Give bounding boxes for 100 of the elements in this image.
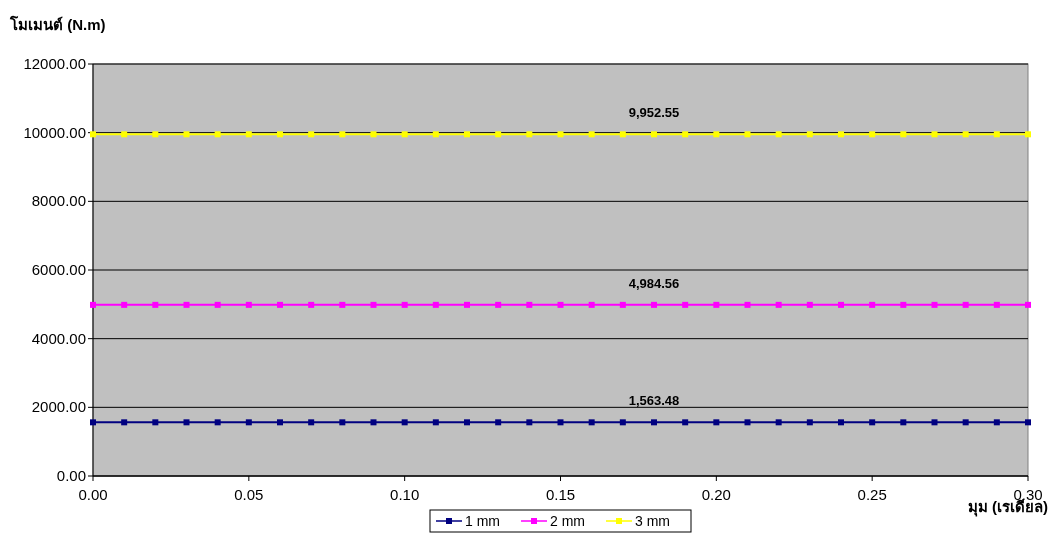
- x-tick-label: 0.05: [234, 486, 264, 503]
- point: [432, 301, 439, 308]
- point: [588, 301, 595, 308]
- point: [900, 419, 907, 426]
- data-label: 1,563.48: [628, 393, 680, 409]
- point: [339, 131, 346, 138]
- point: [682, 131, 689, 138]
- point: [464, 301, 470, 308]
- y-tick-label: 4000.00: [31, 329, 86, 347]
- point: [713, 301, 720, 308]
- point: [713, 419, 720, 426]
- y-tick-label: 12000.00: [23, 55, 86, 72]
- point: [869, 131, 876, 138]
- point: [214, 301, 221, 308]
- point: [245, 419, 252, 426]
- point: [339, 301, 346, 308]
- point: [370, 419, 377, 426]
- point: [339, 419, 346, 426]
- point: [962, 419, 969, 426]
- y-tick-label: 6000.00: [31, 261, 86, 278]
- point: [557, 419, 564, 426]
- point: [931, 419, 938, 426]
- point: [619, 301, 626, 308]
- point: [931, 131, 938, 138]
- point: [1025, 419, 1031, 426]
- point: [931, 301, 938, 308]
- point: [806, 419, 813, 426]
- point: [183, 301, 190, 308]
- y-tick-label: 0.00: [56, 467, 86, 484]
- y-axis-title: โมเมนต์ (N.m): [9, 15, 106, 33]
- point: [277, 131, 283, 138]
- legend-label: 1 mm: [465, 513, 500, 529]
- point: [308, 301, 315, 308]
- point: [962, 301, 969, 308]
- x-tick-label: 0.10: [390, 486, 420, 503]
- data-label: 9,952.55: [628, 105, 680, 121]
- point: [495, 419, 502, 426]
- point: [495, 301, 502, 308]
- point: [183, 131, 190, 138]
- point: [744, 419, 751, 426]
- point: [775, 301, 782, 308]
- point: [619, 419, 626, 426]
- point: [401, 131, 408, 138]
- point: [370, 301, 377, 308]
- point: [1025, 131, 1031, 138]
- x-tick-label: 0.15: [545, 486, 576, 503]
- point: [121, 419, 128, 426]
- point: [90, 301, 96, 308]
- point: [869, 301, 876, 308]
- point: [308, 419, 315, 426]
- point: [1025, 301, 1031, 308]
- x-tick-label: 0.20: [701, 486, 731, 503]
- point: [277, 301, 283, 308]
- point: [619, 131, 626, 138]
- point: [993, 131, 1000, 138]
- point: [401, 301, 408, 308]
- point: [838, 131, 844, 138]
- point: [993, 419, 1000, 426]
- y-tick-label: 2000.00: [31, 398, 86, 416]
- point: [557, 301, 564, 308]
- point: [838, 419, 844, 426]
- point: [682, 419, 689, 426]
- point: [214, 419, 221, 426]
- x-tick-label: 0.25: [857, 486, 887, 503]
- point: [651, 131, 657, 138]
- point: [214, 131, 221, 138]
- point: [464, 131, 470, 138]
- point: [370, 131, 377, 138]
- point: [526, 131, 533, 138]
- point: [962, 131, 969, 138]
- point: [806, 301, 813, 308]
- point: [900, 131, 907, 138]
- point: [121, 301, 128, 308]
- point: [744, 301, 751, 308]
- point: [464, 419, 470, 426]
- point: [526, 301, 533, 308]
- point: [152, 301, 159, 308]
- point: [588, 131, 595, 138]
- data-label: 4,984.56: [628, 275, 680, 291]
- point: [588, 419, 595, 426]
- point: [308, 131, 315, 138]
- point: [152, 419, 159, 426]
- point: [682, 301, 689, 308]
- point: [713, 131, 720, 138]
- point: [401, 419, 408, 426]
- y-tick-label: 8000.00: [31, 192, 86, 210]
- point: [744, 131, 751, 138]
- point: [900, 301, 907, 308]
- x-tick-label: 0.00: [78, 486, 108, 503]
- point: [869, 419, 876, 426]
- point: [651, 419, 657, 426]
- point: [775, 131, 782, 138]
- point: [277, 419, 283, 426]
- legend-label: 2 mm: [550, 513, 585, 529]
- point: [183, 419, 190, 426]
- point: [806, 131, 813, 138]
- point: [245, 301, 252, 308]
- point: [245, 131, 252, 138]
- legend-label: 3 mm: [635, 513, 670, 529]
- point: [432, 419, 439, 426]
